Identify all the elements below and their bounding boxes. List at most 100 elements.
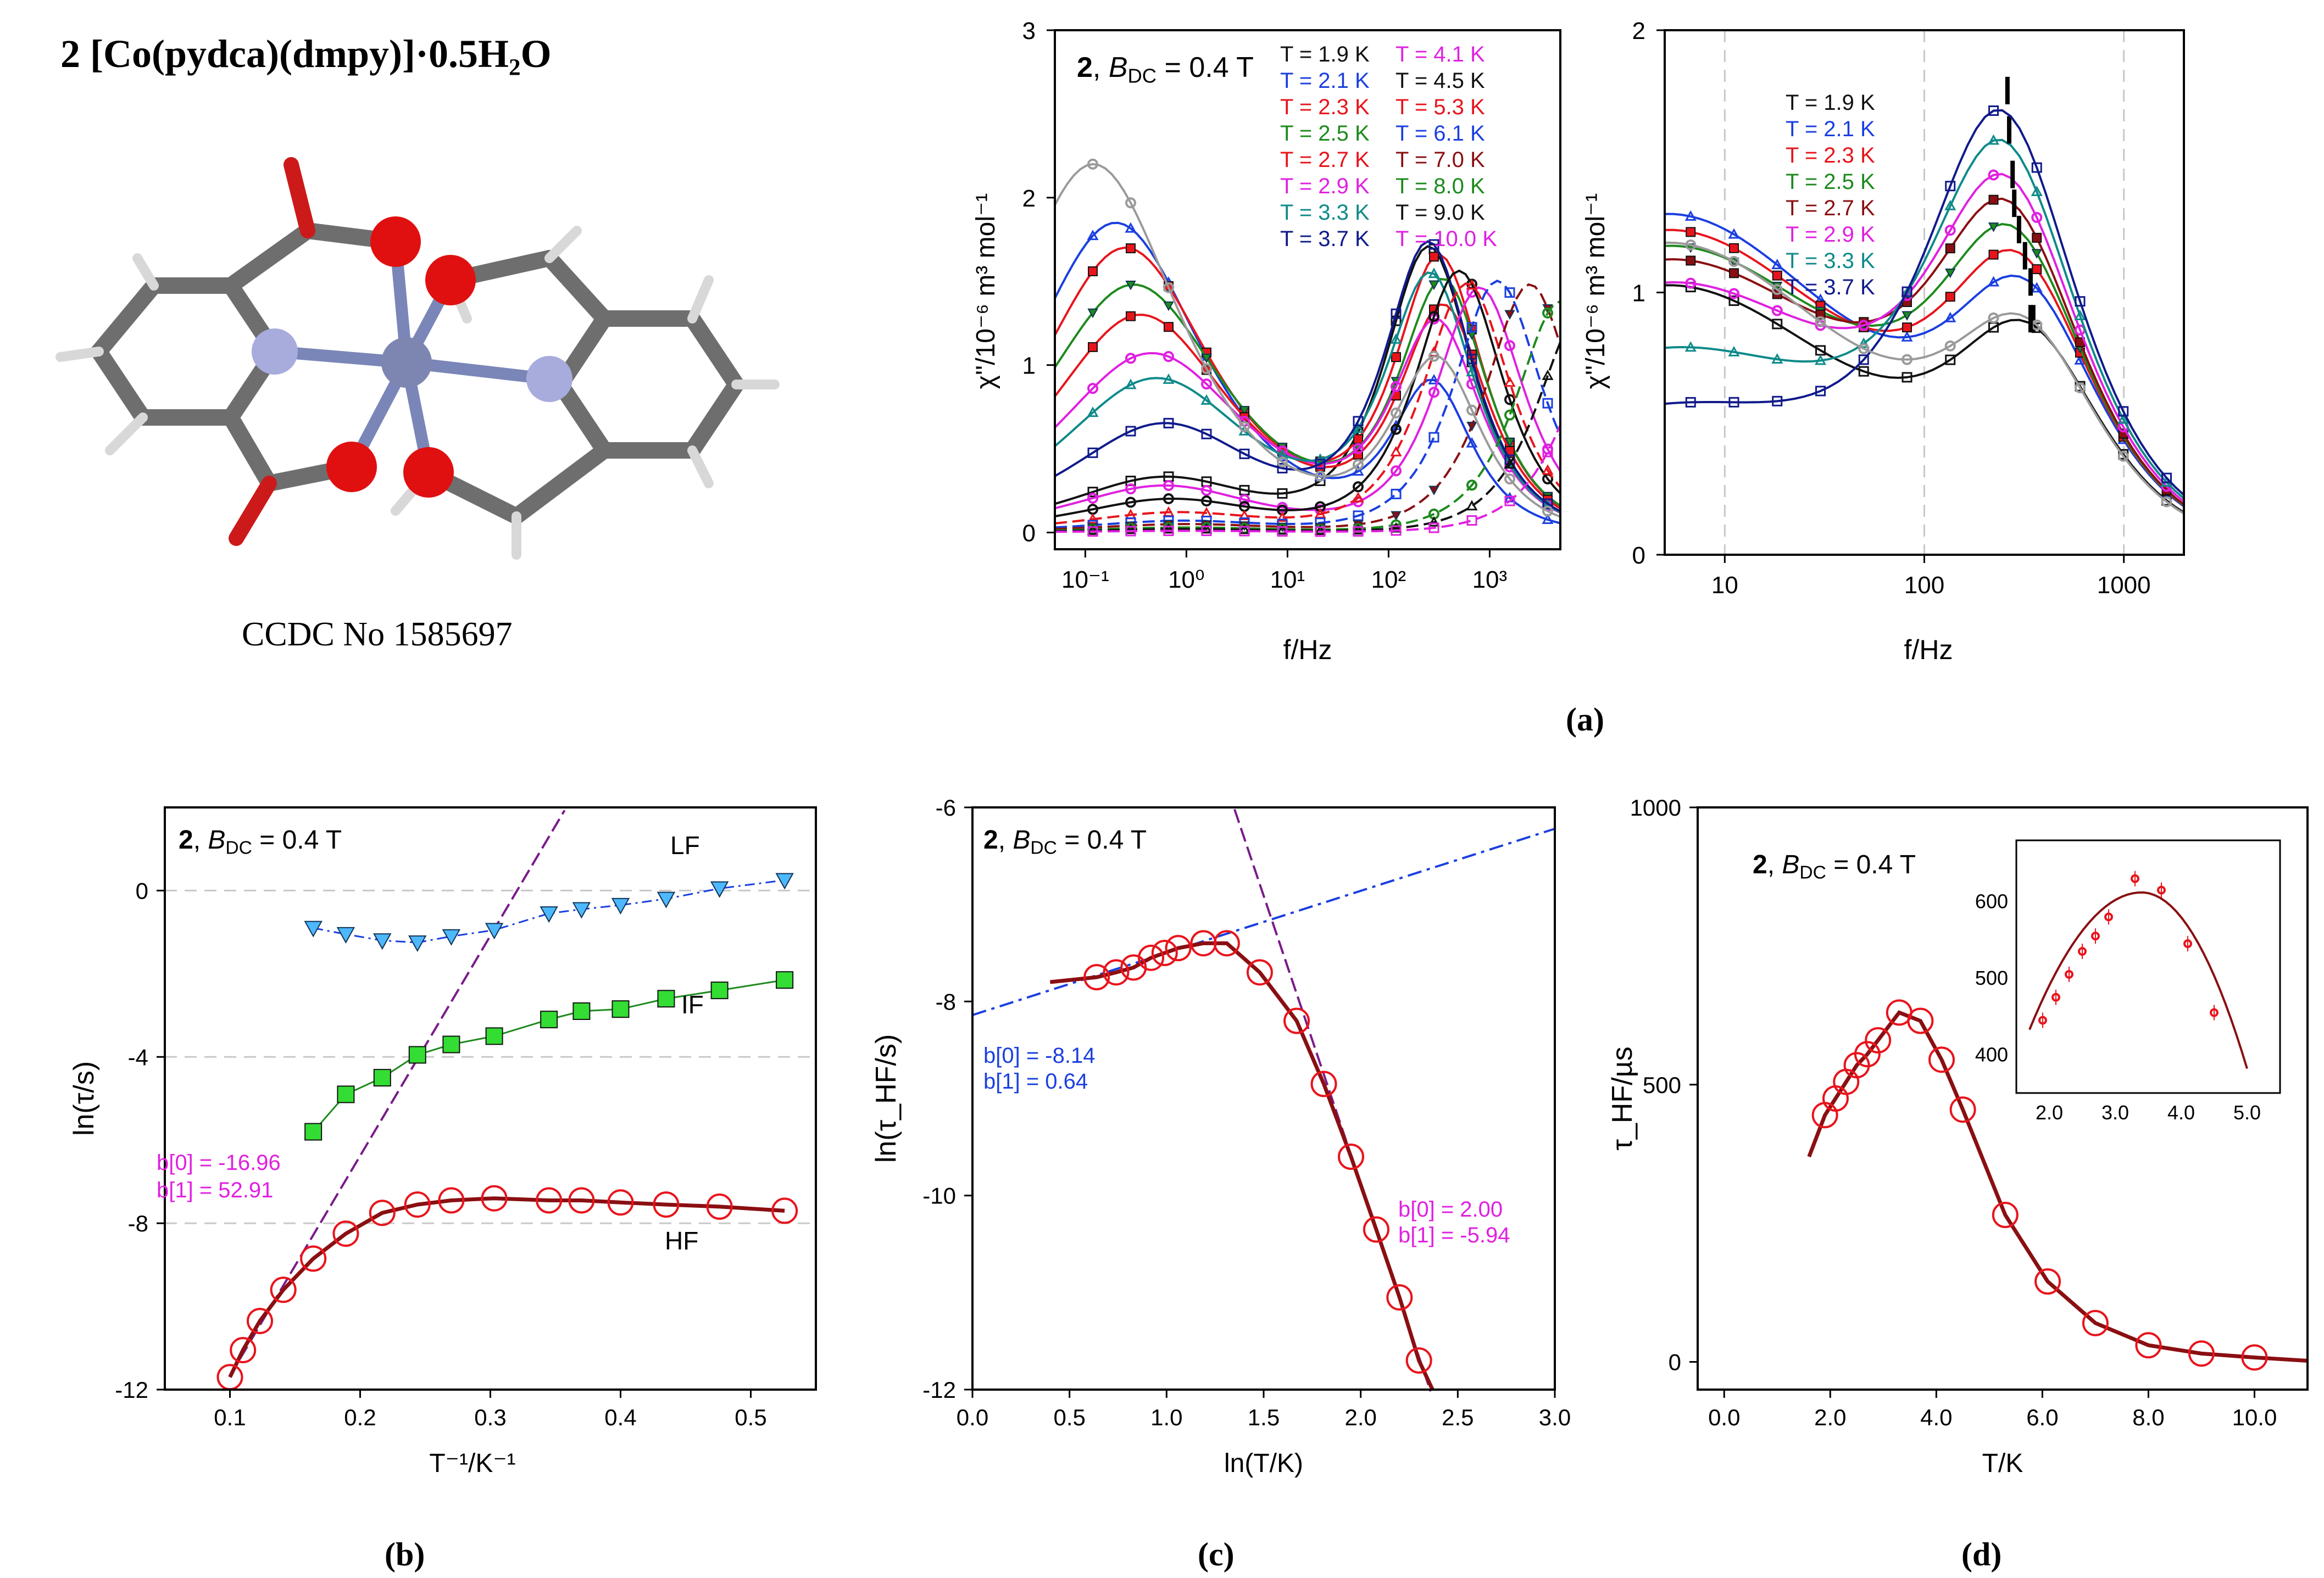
data-point-LF [442, 929, 461, 946]
legend-entry: T = 2.7 K [1280, 148, 1370, 172]
series-point-4 [1945, 243, 1955, 254]
series-point-14 [1390, 522, 1402, 533]
y-tick-label: 500 [1643, 1072, 1681, 1098]
series-point-2 [1988, 249, 1999, 260]
series-point-6 [1087, 406, 1099, 417]
series-point-8 [2075, 382, 2086, 394]
data-point [1310, 1070, 1337, 1097]
series-point-15 [1163, 526, 1174, 537]
series-point-1 [1466, 437, 1478, 448]
series-point-6 [1771, 353, 1783, 364]
x-tick-label: 0.0 [1708, 1404, 1740, 1430]
series-point-7 [1902, 286, 1912, 297]
series-point-6 [2117, 413, 2130, 424]
x-tick-label: 10⁻¹ [1061, 566, 1109, 593]
inset-fit-curve [2028, 891, 2248, 1069]
series-point-2 [1088, 266, 1098, 276]
plot-frame [971, 806, 1556, 1391]
data-point [1103, 959, 1130, 986]
series-line-4 [1054, 303, 1561, 510]
data-point-IF [657, 990, 675, 1008]
fit-curve [1807, 1010, 2308, 1363]
series-point-9 [1201, 495, 1212, 507]
series-point-7 [2161, 472, 2172, 483]
data-point-HF [568, 1187, 595, 1214]
series-point-1 [1125, 222, 1137, 233]
x-tick-label: 10 [1711, 572, 1738, 599]
chart-c: 0.0 0.5 1.0 1.5 2.0 2.5 3.0 -12 -10 -8 -6 2, BDC = … [870, 795, 1571, 1478]
series-point-8 [1685, 239, 1697, 250]
legend-entry: T = 7.0 K [1395, 148, 1485, 172]
series-point-8 [2161, 496, 2172, 508]
series-label-lf: LF [670, 831, 700, 860]
legend-entry: T = 2.1 K [1786, 117, 1875, 141]
series-point-2 [1686, 227, 1696, 237]
legend-entry: T = 4.5 K [1395, 69, 1485, 93]
series-point-5 [1728, 288, 1739, 299]
series-point-2 [1772, 270, 1782, 281]
series-point-14 [1125, 523, 1137, 534]
series-point-16 [1239, 421, 1250, 432]
legend-entry: T = 2.1 K [1280, 69, 1370, 93]
x-axis-label: ln(T/K) [1224, 1449, 1303, 1478]
x-tick-label: 0.1 [214, 1404, 246, 1430]
series-point-7 [1815, 386, 1826, 397]
legend-entry: T = 2.7 K [1786, 196, 1875, 220]
series-point-1 [1428, 373, 1440, 384]
series-point-6 [1944, 199, 1956, 210]
inset-data-point [2210, 1008, 2219, 1017]
series-point-7 [2031, 162, 2042, 173]
inset-data-point [2131, 874, 2139, 883]
series-point-15 [1504, 495, 1515, 506]
series-point-15 [1428, 522, 1439, 533]
series-point-9 [1504, 394, 1515, 405]
series-point-2 [1429, 252, 1439, 262]
data-point-HF [270, 1276, 297, 1303]
series-point-4 [2032, 232, 2042, 243]
series-point-5 [1201, 378, 1212, 390]
legend-entry: T = 2.5 K [1786, 170, 1875, 194]
data-point-LF [304, 921, 323, 938]
y-tick-label: 1 [1022, 353, 1036, 380]
series-point-8 [1771, 284, 1783, 295]
data-point-IF [304, 1123, 323, 1141]
series-point-1 [1944, 311, 1956, 322]
ccdc-label: CCDC No 1585697 [242, 616, 513, 653]
series-point-7 [1988, 105, 1999, 116]
series-point-0 [1902, 372, 1912, 383]
legend-entry: T = 3.7 K [1786, 275, 1875, 299]
series-point-6 [1466, 366, 1478, 377]
series-line-8 [1664, 241, 2185, 515]
legend-entry: T = 2.9 K [1280, 174, 1370, 198]
series-point-4 [1088, 342, 1098, 352]
series-point-4 [1686, 255, 1696, 266]
caption-c: (c) [1198, 1536, 1235, 1573]
inset-data-point [2038, 1016, 2047, 1025]
inset-x-tick-label: 5.0 [2233, 1101, 2261, 1124]
series-point-6 [1684, 341, 1697, 352]
x-tick-label: 10¹ [1270, 566, 1305, 593]
data-point-LF [611, 897, 630, 915]
series-point-14 [1504, 458, 1516, 469]
chart-title: 2, BDC = 0.4 T [1077, 52, 1254, 87]
series-point-14 [1238, 523, 1250, 534]
legend-entry: T = 8.0 K [1395, 174, 1485, 198]
series-line-6 [1664, 138, 2185, 500]
series-point-13 [1504, 409, 1515, 421]
series-line-12 [1054, 283, 1561, 531]
series-point-1 [1728, 228, 1740, 239]
legend-entry: T = 3.3 K [1786, 249, 1875, 273]
fit-low-b0: b[0] = -8.14 [983, 1044, 1095, 1068]
series-point-7 [1945, 181, 1956, 192]
data-point-HF [332, 1220, 359, 1247]
series-point-6 [1987, 134, 2000, 145]
series-line-LF [313, 879, 785, 944]
series-point-8 [1902, 354, 1912, 365]
series-point-14 [1200, 523, 1213, 534]
data-point-LF [775, 873, 794, 890]
molecule-panel: 2 [Co(pydca)(dmpy)]·0.5H₂O [55, 32, 780, 653]
y-tick-label: 1000 [1630, 795, 1681, 821]
series-line-6 [1054, 271, 1561, 514]
